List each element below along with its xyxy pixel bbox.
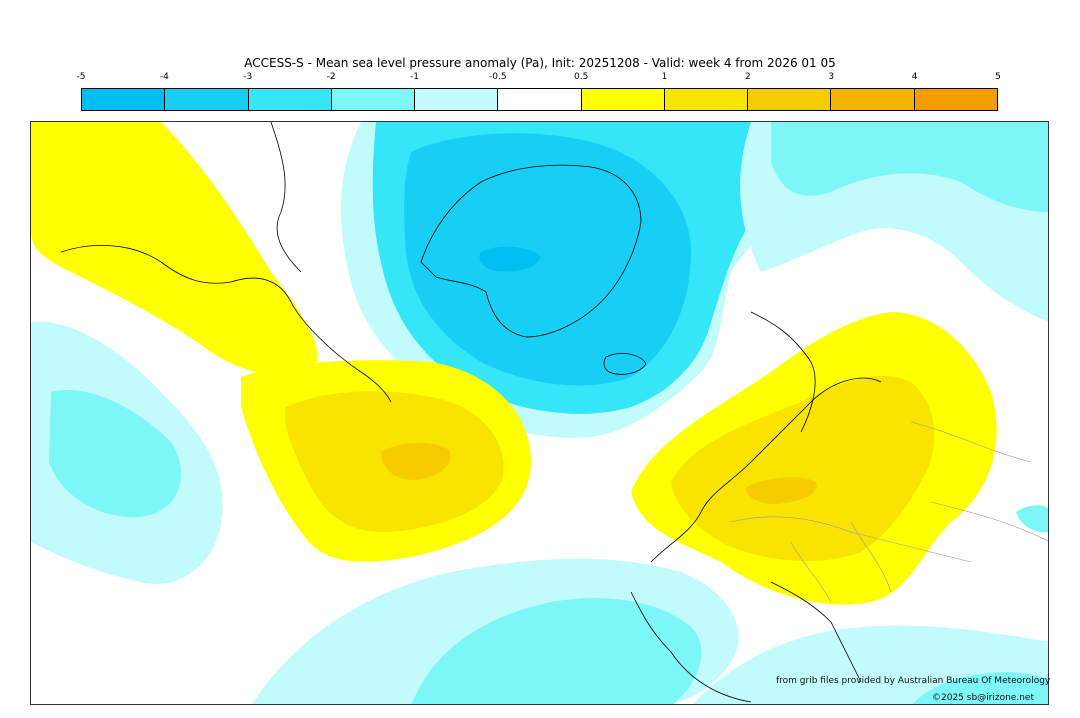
legend-swatch <box>914 89 997 110</box>
color-legend <box>81 88 998 111</box>
anomaly-region-east-mid <box>1016 505 1048 533</box>
anomaly-region-se-mid <box>912 672 1048 704</box>
legend-tick-label: 2 <box>745 72 751 82</box>
legend-tick-label: 4 <box>911 72 918 82</box>
legend-tick-label: -0.5 <box>489 72 507 82</box>
legend-swatch <box>165 89 249 110</box>
legend-swatch <box>331 89 416 110</box>
map-title: ACCESS-S - Mean sea level pressure anoma… <box>244 56 836 70</box>
legend-swatch <box>498 89 582 110</box>
legend-swatch <box>415 89 499 110</box>
legend-tick-label: 3 <box>828 72 835 82</box>
legend-tick-label: -1 <box>409 72 419 82</box>
legend-tick-label: 1 <box>661 72 668 82</box>
anomaly-region-north-strong <box>404 133 691 386</box>
legend-swatch <box>831 89 915 110</box>
anomaly-region-south-mid <box>411 598 702 704</box>
legend-swatch <box>748 89 832 110</box>
legend-tick-label: -5 <box>76 72 86 82</box>
legend-swatch <box>82 89 166 110</box>
anomaly-region-north-core <box>479 246 541 272</box>
source-credit: from grib files provided by Australian B… <box>776 676 1051 686</box>
legend-tick-label: -4 <box>159 72 169 82</box>
anomaly-region-nw-yellow <box>31 122 318 376</box>
anomaly-region-west-mid <box>49 390 181 518</box>
legend-tick-label: -2 <box>326 72 336 82</box>
legend-tick-label: -3 <box>243 72 253 82</box>
legend-swatch <box>664 89 749 110</box>
anomaly-region-europe-1 <box>671 375 935 562</box>
political-borders <box>730 421 1048 603</box>
copyright-credit: ©2025 sb@irizone.net <box>932 693 1034 703</box>
legend-swatch <box>248 89 332 110</box>
legend-ticks: -5 -4 -3 -2 -1 -0.5 0.5 1 2 3 4 5 <box>77 72 1001 84</box>
coastlines <box>60 122 882 703</box>
legend-swatch <box>581 89 665 110</box>
pressure-anomaly-map <box>30 121 1049 705</box>
legend-tick-label: 0.5 <box>574 72 589 82</box>
anomaly-region-europe-2 <box>746 477 817 504</box>
legend-tick-label: 5 <box>995 72 1001 82</box>
anomaly-region-ne-mid <box>771 122 1048 212</box>
anomaly-region-atlantic-2 <box>381 442 451 480</box>
